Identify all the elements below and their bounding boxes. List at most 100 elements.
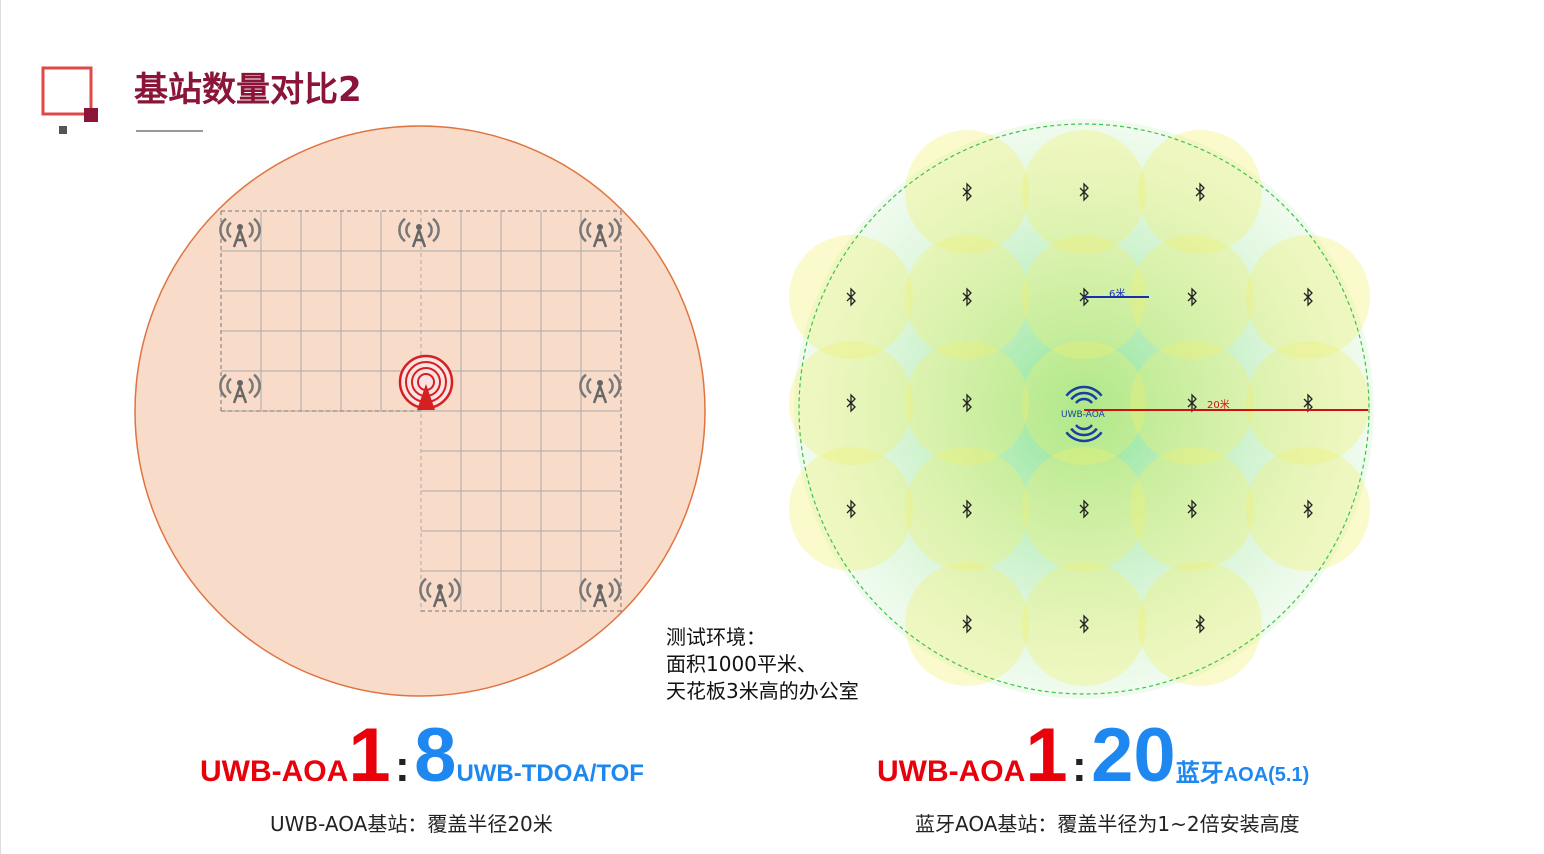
bt-icon — [1195, 182, 1205, 202]
tower-top — [597, 584, 603, 590]
ratio-name: UWB-AOA — [877, 755, 1026, 788]
aoa-arc — [1075, 424, 1093, 431]
tower-icon — [579, 577, 621, 608]
bt-icon — [846, 393, 856, 413]
tower-icon — [579, 373, 621, 404]
bt-icon — [1187, 499, 1197, 519]
signal-arc — [226, 221, 232, 239]
bt-icon — [846, 287, 856, 307]
note-line: 面积1000平米、 — [666, 652, 817, 676]
tower-top — [597, 224, 603, 230]
title-icon-square — [84, 108, 98, 122]
bt-icon — [962, 499, 972, 519]
signal-arc — [586, 581, 592, 599]
signal-arc — [579, 217, 587, 243]
tower-top — [237, 224, 243, 230]
signal-arc — [448, 581, 454, 599]
bt-icon — [1303, 499, 1313, 519]
signal-arc — [432, 217, 440, 243]
signal-arc — [226, 377, 232, 395]
note-line: 天花板3米高的办公室 — [666, 679, 859, 703]
ratio-name: AOA(5.1) — [1223, 764, 1310, 786]
signal-arc — [219, 373, 227, 399]
signal-arc — [586, 377, 592, 395]
bt-icon — [962, 182, 972, 202]
signal-arc — [426, 581, 432, 599]
signal-arc — [608, 377, 614, 395]
office-grid — [220, 210, 622, 612]
signal-arc — [419, 577, 427, 603]
bt-icon — [1303, 287, 1313, 307]
signal-arc — [579, 577, 587, 603]
signal-arc — [613, 217, 621, 243]
tower-body — [432, 589, 448, 608]
signal-arc — [613, 373, 621, 399]
tower-top — [416, 224, 422, 230]
tower-body — [232, 385, 248, 404]
caption: 蓝牙AOA基站：覆盖半径为1~2倍安装高度 — [915, 812, 1300, 836]
aoa-arc — [1070, 427, 1098, 437]
tower-icon — [579, 217, 621, 248]
signal-arc — [248, 221, 254, 239]
ratio-num: 20 — [1091, 713, 1176, 798]
tower-body — [592, 589, 608, 608]
uwb-antenna — [417, 384, 435, 410]
coverage-boundary — [798, 123, 1370, 695]
signal-arc — [453, 577, 461, 603]
signal-arc — [579, 373, 587, 399]
ratio-num: 1 — [1025, 713, 1068, 798]
signal-arc — [405, 221, 411, 239]
tower-top — [437, 584, 443, 590]
bt-icon — [1187, 287, 1197, 307]
tower-icon — [219, 373, 261, 404]
signal-arc — [586, 221, 592, 239]
signal-arc — [398, 217, 406, 243]
ratio-name: UWB-TDOA/TOF — [456, 760, 644, 787]
bt-coverage — [1022, 341, 1146, 465]
left-ratio: UWB-AOA1 : 8UWB-TDOA/TOF — [200, 718, 644, 794]
bt-icon — [1303, 393, 1313, 413]
bt-icon — [1187, 393, 1197, 413]
ratio-name: UWB-AOA — [200, 755, 349, 788]
long-label: 20米 — [1207, 400, 1230, 411]
tower-top — [237, 380, 243, 386]
bt-icon — [1079, 499, 1089, 519]
aoa-arc — [1070, 391, 1098, 401]
signal-arc — [253, 373, 261, 399]
ratio-sep: : — [1072, 742, 1087, 791]
tower-icon — [219, 217, 261, 248]
note-line: 测试环境： — [666, 625, 766, 649]
aoa-arc — [1065, 431, 1103, 443]
tower-body — [232, 229, 248, 248]
title-icon-dot — [59, 126, 67, 134]
ratio-num: 1 — [348, 713, 391, 798]
tower-body — [592, 229, 608, 248]
tower-top — [597, 380, 603, 386]
signal-arc — [253, 217, 261, 243]
edge — [0, 0, 1, 854]
center-label: UWB-AOA — [1061, 410, 1105, 420]
ratio-num: 8 — [414, 713, 457, 798]
ratio-name: 蓝牙 — [1175, 760, 1224, 787]
bt-icon — [1079, 182, 1089, 202]
right-ratio: UWB-AOA1 : 20蓝牙AOA(5.1) — [877, 718, 1309, 794]
bt-icon — [846, 499, 856, 519]
caption: UWB-AOA基站：覆盖半径20米 — [270, 812, 553, 836]
signal-arc — [613, 577, 621, 603]
title-icon — [41, 66, 93, 116]
tower-body — [411, 229, 427, 248]
bt-icon — [1195, 614, 1205, 634]
signal-arc — [608, 581, 614, 599]
signal-arc — [427, 221, 433, 239]
title: 基站数量对比2 — [134, 70, 362, 110]
bt-icon — [1079, 614, 1089, 634]
signal-arc — [219, 217, 227, 243]
tower-icon — [419, 577, 461, 608]
signal-arc — [248, 377, 254, 395]
aoa-arc — [1075, 397, 1093, 404]
bt-icon — [962, 287, 972, 307]
aoa-arc — [1065, 385, 1103, 397]
bt-icon — [962, 614, 972, 634]
